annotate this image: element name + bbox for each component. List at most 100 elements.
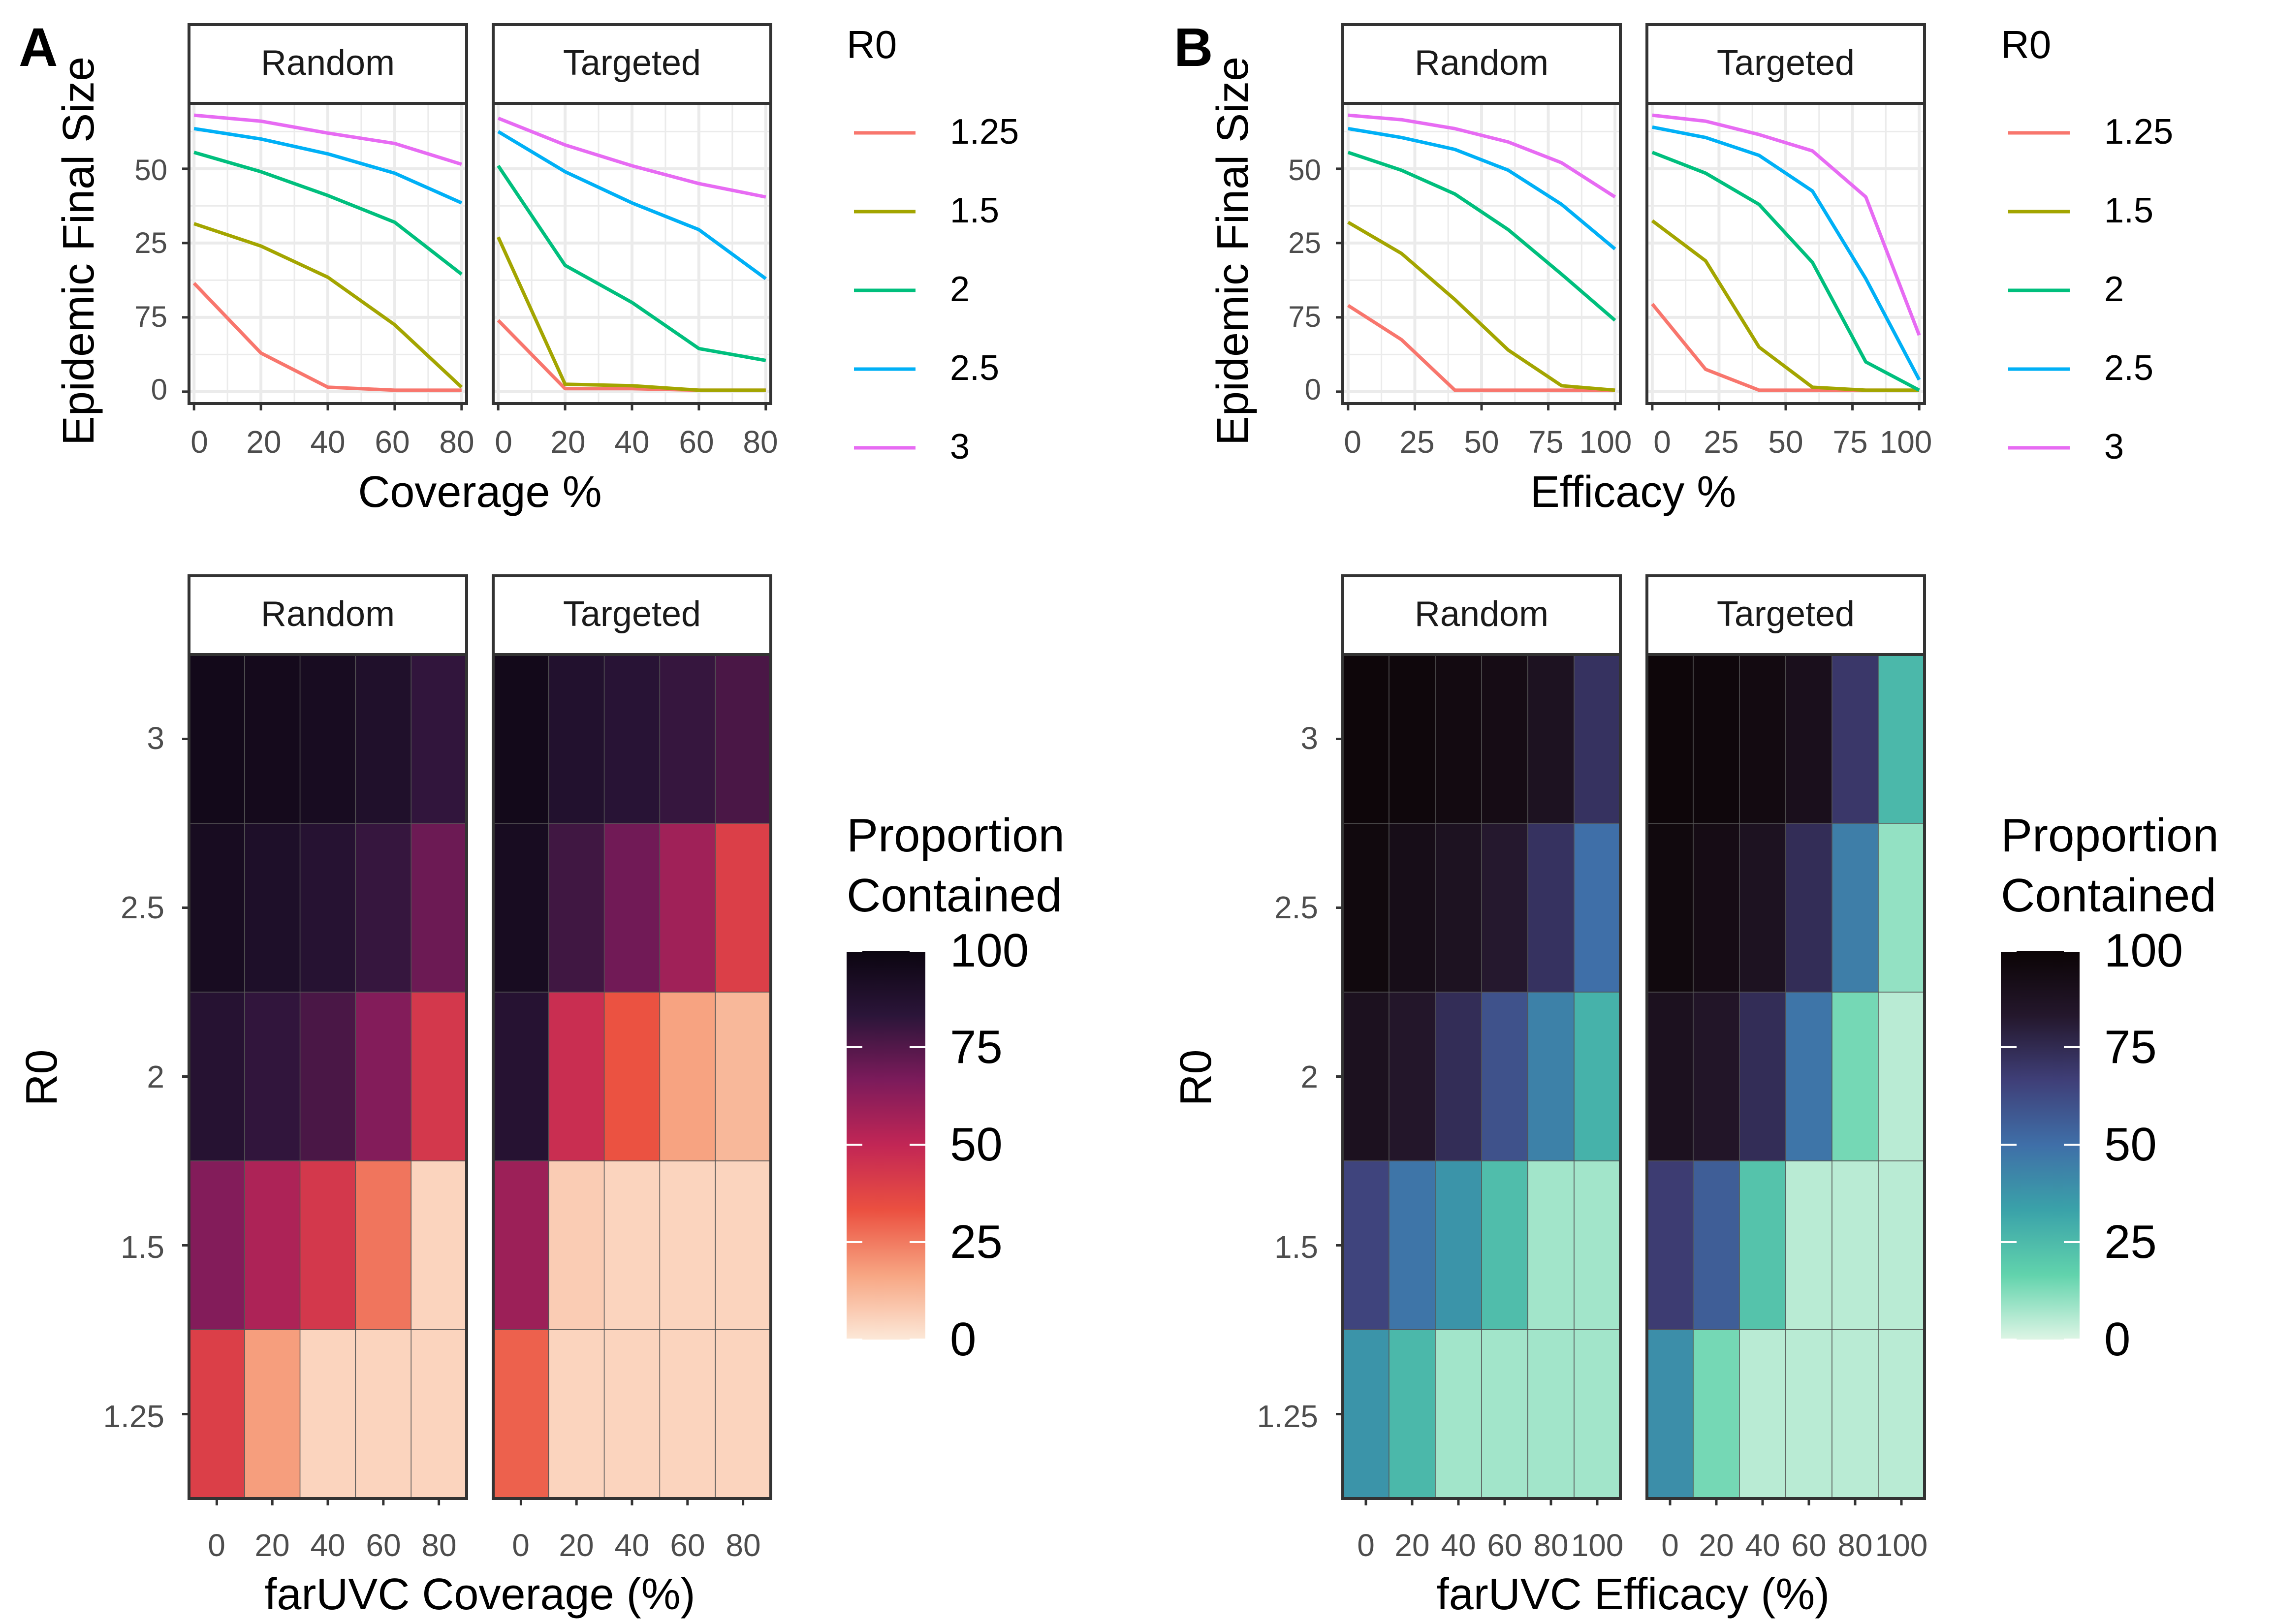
heatmap-cell: [603, 823, 661, 993]
facet-strip: [1341, 23, 1622, 105]
heatmap-cell: [1646, 1160, 1694, 1330]
heatmap-cell: [1574, 1329, 1621, 1499]
legend-label: 2: [2104, 270, 2124, 309]
heatmap-cell: [603, 654, 661, 824]
heatmap-cell: [411, 823, 467, 993]
a-line-ytick-2: 50: [134, 154, 167, 187]
b-line-xtick: 25: [1704, 424, 1738, 460]
heatmap-cell: [659, 992, 716, 1161]
heatmap-cell: [548, 823, 605, 993]
heatmap-border: [1645, 653, 1926, 1500]
a-line-ytick-3: 75: [134, 300, 167, 333]
heatmap-cell: [493, 992, 549, 1161]
heatmap-cell: [1435, 1160, 1482, 1330]
heatmap-cell: [1832, 992, 1879, 1161]
b-line-xtick: 50: [1464, 424, 1499, 460]
a-heatmap-xtick: 40: [614, 1528, 649, 1563]
facet-strip: [188, 574, 468, 656]
heatmap-cell: [1389, 654, 1436, 824]
heatmap-cell: [1342, 1329, 1390, 1499]
a-heatmap-facet-targeted: Targeted 0 20 40 60 80: [492, 574, 772, 1563]
heatmap-cell: [493, 654, 549, 824]
a-line-xtick: 60: [375, 424, 410, 460]
heatmap-cell: [355, 823, 411, 993]
heatmap-cell: [1785, 654, 1832, 824]
a-heatmap-cells-targeted: [492, 653, 772, 1505]
a-heatmap-xtick: 20: [559, 1528, 594, 1563]
heatmap-cell: [189, 654, 245, 824]
a-heatmap-cells-random: [182, 653, 468, 1505]
colorbar-label: 100: [950, 924, 1029, 977]
facet-strip: [1341, 574, 1622, 656]
heatmap-cell: [659, 654, 716, 824]
heatmap-cell: [1832, 823, 1879, 993]
facet-strip-label: Targeted: [1717, 594, 1855, 634]
facet-strip-label: Targeted: [563, 594, 701, 634]
a-heatmap-xtick: 60: [366, 1528, 401, 1563]
legend-label: 3: [2104, 427, 2124, 467]
b-line-plot-targeted: [1645, 102, 1926, 410]
a-line-xtick: 60: [679, 424, 714, 460]
a-line-ytick-0: 0: [151, 373, 167, 406]
a-heatmap-ytick: 2.5: [121, 890, 164, 925]
panel-b: B Epidemic Final Size 0 25 50 75 Efficac…: [1171, 17, 2219, 1619]
series-line-r0-2: [1651, 151, 1920, 392]
heatmap-cell: [1785, 1160, 1832, 1330]
heatmap-cell: [1693, 1160, 1740, 1330]
heatmap-cell: [715, 992, 771, 1161]
heatmap-cell: [1693, 992, 1740, 1161]
a-line-xtick: 0: [495, 424, 512, 460]
a-line-facet-targeted: Targeted 0 20 40 60 80: [492, 23, 778, 460]
facet-strip: [188, 23, 468, 105]
b-heatmap-xtick: 60: [1487, 1528, 1522, 1563]
heatmap-cell: [1785, 823, 1832, 993]
heatmap-cell: [1646, 1329, 1694, 1499]
heatmap-cell: [1832, 1329, 1879, 1499]
panel-label-b: B: [1174, 17, 1213, 78]
heatmap-cell: [411, 654, 467, 824]
b-heatmap-xtick: 20: [1394, 1528, 1429, 1563]
heatmap-cell: [493, 1160, 549, 1330]
heatmap-cell: [1785, 992, 1832, 1161]
heatmap-cell: [355, 1160, 411, 1330]
heatmap-cell: [659, 823, 716, 993]
heatmap-cell: [244, 992, 301, 1161]
a-heatmap-xtick: 80: [726, 1528, 760, 1563]
colorbar-label: 25: [2104, 1216, 2157, 1268]
a-line-plot-targeted: [492, 102, 772, 410]
legend-title: R0: [2001, 23, 2051, 66]
a-line-legend: R0 1.25 1.5 2 2.5 3: [847, 23, 1019, 467]
heatmap-cell: [1342, 992, 1390, 1161]
a-heatmap-xlabel: farUVC Coverage (%): [264, 1570, 695, 1619]
heatmap-cell: [548, 1329, 605, 1499]
heatmap-cell: [189, 1329, 245, 1499]
heatmap-cell: [355, 992, 411, 1161]
b-colorbar: Proportion Contained 0 25 50 75 100: [2001, 809, 2219, 1366]
b-heatmap-xtick: 100: [1875, 1528, 1928, 1563]
series-line-r0-2: [1347, 151, 1616, 322]
b-line-facet-random: Random 0 25 50 75 100: [1336, 23, 1632, 460]
series-line-r0-3: [497, 116, 766, 199]
heatmap-cell: [715, 1329, 771, 1499]
heatmap-cell: [189, 992, 245, 1161]
a-line-chart: Epidemic Final Size 0 25 50 75 Coverage …: [54, 23, 1019, 517]
a-line-xtick: 20: [246, 424, 281, 460]
heatmap-cell: [715, 823, 771, 993]
heatmap-cell: [355, 1329, 411, 1499]
b-heatmap: R0 3 2.5 2 1.5 1.25 farUVC Efficacy (%) …: [1171, 574, 2219, 1619]
series-line-r0-1.5: [1347, 220, 1615, 392]
heatmap-cell: [715, 1160, 771, 1330]
colorbar-title-line2: Contained: [847, 869, 1062, 922]
heatmap-cell: [244, 654, 301, 824]
heatmap-cell: [1739, 1160, 1786, 1330]
colorbar-label: 100: [2104, 924, 2183, 977]
heatmap-cell: [1527, 992, 1575, 1161]
a-line-xtick: 0: [190, 424, 208, 460]
a-heatmap-xtick: 0: [512, 1528, 530, 1563]
a-heatmap-ytick: 1.25: [103, 1399, 164, 1434]
colorbar-title-line1: Proportion: [2001, 809, 2219, 862]
a-heatmap-xtick: 40: [310, 1528, 345, 1563]
a-line-ytick-1: 25: [134, 226, 167, 259]
a-heatmap-ytick: 3: [147, 720, 164, 756]
